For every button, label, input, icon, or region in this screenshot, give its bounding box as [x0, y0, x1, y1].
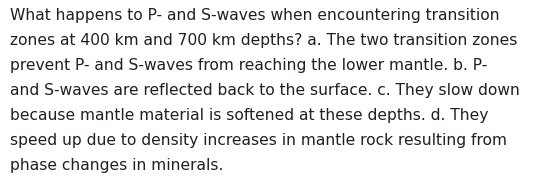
Text: What happens to P- and S-waves when encountering transition: What happens to P- and S-waves when enco…	[10, 8, 499, 24]
Text: speed up due to density increases in mantle rock resulting from: speed up due to density increases in man…	[10, 133, 507, 149]
Text: and S-waves are reflected back to the surface. c. They slow down: and S-waves are reflected back to the su…	[10, 83, 520, 99]
Text: phase changes in minerals.: phase changes in minerals.	[10, 158, 223, 174]
Text: prevent P- and S-waves from reaching the lower mantle. b. P-: prevent P- and S-waves from reaching the…	[10, 58, 487, 74]
Text: zones at 400 km and 700 km depths? a. The two transition zones: zones at 400 km and 700 km depths? a. Th…	[10, 33, 517, 49]
Text: because mantle material is softened at these depths. d. They: because mantle material is softened at t…	[10, 108, 488, 124]
